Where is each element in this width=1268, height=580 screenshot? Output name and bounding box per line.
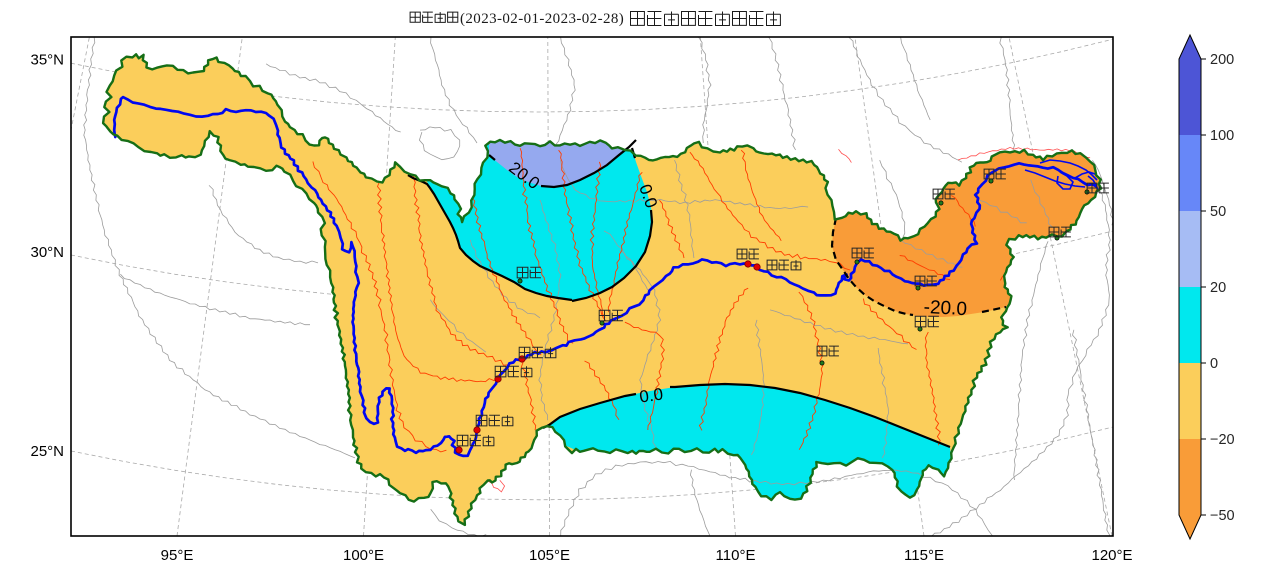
svg-text:35°N: 35°N bbox=[30, 52, 64, 69]
svg-text:100: 100 bbox=[1210, 128, 1234, 144]
svg-text:0: 0 bbox=[1210, 356, 1218, 372]
svg-text:−50: −50 bbox=[1210, 508, 1235, 524]
svg-text:25°N: 25°N bbox=[30, 443, 64, 460]
svg-text:100°E: 100°E bbox=[343, 547, 384, 564]
svg-text:95°E: 95°E bbox=[161, 547, 194, 564]
svg-text:-20.0: -20.0 bbox=[923, 297, 967, 320]
svg-text:20: 20 bbox=[1210, 280, 1226, 296]
svg-text:−20: −20 bbox=[1210, 432, 1235, 448]
svg-text:115°E: 115°E bbox=[904, 547, 944, 564]
svg-text:50: 50 bbox=[1210, 204, 1226, 220]
svg-text:30°N: 30°N bbox=[30, 244, 64, 261]
svg-text:105°E: 105°E bbox=[529, 547, 570, 564]
svg-text:110°E: 110°E bbox=[716, 547, 756, 564]
svg-text:200: 200 bbox=[1210, 52, 1234, 68]
svg-text:(2023-02-01-2023-02-28): (2023-02-01-2023-02-28) bbox=[460, 11, 624, 27]
svg-text:120°E: 120°E bbox=[1091, 547, 1132, 564]
svg-text:0.0: 0.0 bbox=[638, 385, 664, 407]
